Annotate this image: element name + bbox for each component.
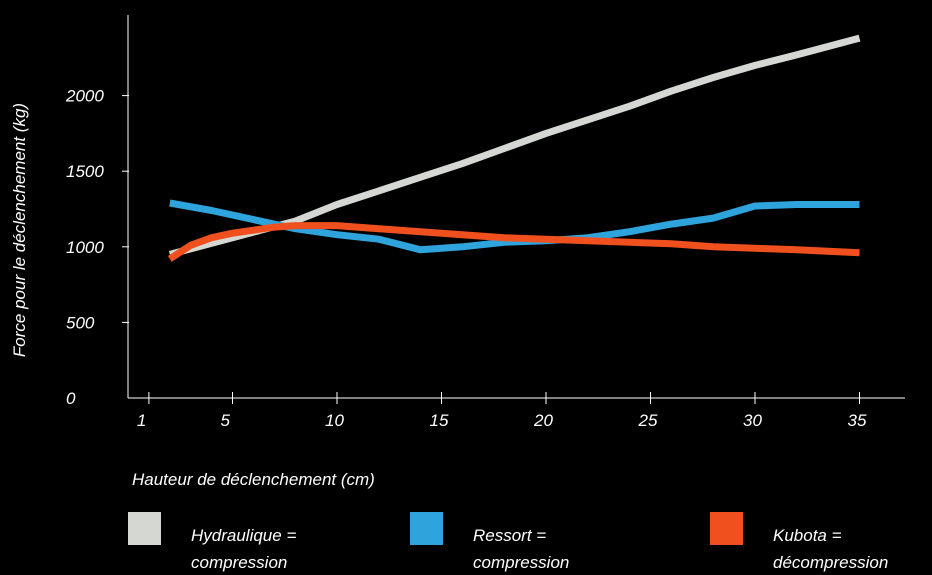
x-tick-label: 5 bbox=[221, 411, 231, 430]
legend-label-3: décompression bbox=[773, 553, 888, 572]
x-axis-title: Hauteur de déclenchement (cm) bbox=[132, 470, 375, 489]
y-tick-label: 500 bbox=[66, 313, 95, 332]
legend-swatch-3 bbox=[710, 512, 743, 545]
y-tick-label: 1500 bbox=[66, 162, 104, 181]
x-tick-label: 35 bbox=[848, 411, 867, 430]
legend-label-2: Ressort = bbox=[473, 526, 546, 545]
x-tick-label: 1 bbox=[137, 411, 146, 430]
series-line-3 bbox=[167, 222, 860, 262]
series-line-1 bbox=[168, 34, 861, 258]
x-tick-label: 10 bbox=[325, 411, 344, 430]
legend-label-1: compression bbox=[191, 553, 287, 572]
series-layer bbox=[167, 34, 861, 262]
y-axis-title: Force pour le déclenchement (kg) bbox=[10, 103, 29, 357]
y-tick-label: 2000 bbox=[65, 87, 104, 106]
legend-label-3: Kubota = bbox=[773, 526, 842, 545]
x-tick-label: 20 bbox=[533, 411, 553, 430]
legend-swatch-2 bbox=[410, 512, 443, 545]
x-tick-label: 30 bbox=[743, 411, 762, 430]
y-tick-label: 0 bbox=[66, 389, 76, 408]
legend-label-2: compression bbox=[473, 553, 569, 572]
legend: Hydraulique = compression Ressort = compres… bbox=[128, 512, 888, 572]
x-tick-label: 15 bbox=[430, 411, 449, 430]
x-tick-label: 25 bbox=[638, 411, 658, 430]
y-tick-label: 1000 bbox=[66, 238, 104, 257]
legend-swatch-1 bbox=[128, 512, 161, 545]
legend-label-1: Hydraulique = bbox=[191, 526, 296, 545]
axes bbox=[122, 15, 905, 404]
